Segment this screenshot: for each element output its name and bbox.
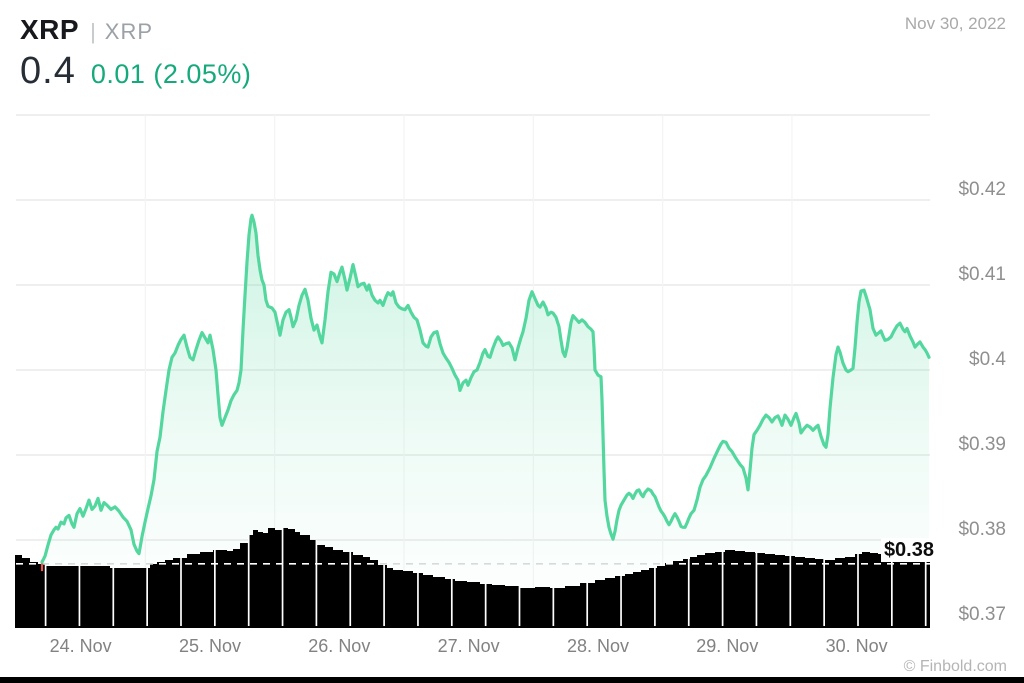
x-axis-tick-label: 25. Nov [178,636,242,656]
volume-bars [15,528,930,628]
price-line [40,213,931,564]
current-price-marker-label: $0.38 [880,538,937,562]
x-axis-tick-label: 30. Nov [825,636,888,656]
price-row: 0.4 0.01 (2.05%) [20,50,251,93]
price-area-fill [42,215,929,629]
symbol-row: XRP | XRP [20,14,251,46]
y-axis-tick-label: $0.4 [969,349,1006,370]
x-axis-tick-label: 28. Nov [566,636,630,656]
chart-header: XRP | XRP 0.4 0.01 (2.05%) [20,14,251,93]
y-axis-labels: $0.42 $0.41 $0.4 $0.39 $0.38 $0.37 [926,0,1006,683]
symbol-separator: | [90,19,96,44]
chart-date: Nov 30, 2022 [904,14,1006,33]
x-axis-tick-label: 26. Nov [308,636,371,656]
y-axis-tick-label: $0.41 [958,264,1006,285]
y-axis-tick-label: $0.42 [958,179,1006,200]
copyright-text: © Finbold.com [903,658,1007,675]
y-axis-tick-label: $0.38 [958,519,1006,540]
price-change: 0.01 (2.05%) [90,59,252,89]
y-axis-tick-label: $0.37 [958,604,1006,625]
bottom-divider-bar [0,677,1024,683]
x-axis-tick-label: 29. Nov [696,636,759,656]
current-price: 0.4 [20,50,76,92]
y-axis-tick-label: $0.39 [958,434,1006,455]
x-axis-tick-label: 27. Nov [437,636,500,656]
coin-pair: XRP [104,19,154,44]
coin-symbol: XRP [20,14,80,45]
x-axis-tick-label: 24. Nov [49,636,112,656]
